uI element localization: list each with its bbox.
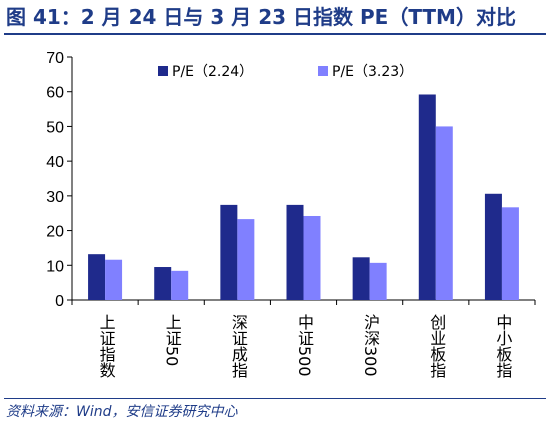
x-category-label: 创业板指 [427, 314, 446, 379]
source-divider [4, 398, 546, 399]
y-tick-label: 0 [55, 293, 64, 310]
x-category-label: 上证50 [163, 314, 182, 366]
legend-label: P/E（3.23） [332, 64, 413, 80]
y-tick-label: 10 [46, 258, 64, 275]
y-tick-label: 50 [46, 119, 64, 136]
x-category-label: 深证成指 [229, 314, 248, 379]
y-tick-label: 30 [46, 189, 64, 206]
y-tick-label: 60 [46, 85, 64, 102]
bar-pe-2-24 [154, 267, 172, 300]
bar-pe-2-24 [418, 94, 436, 301]
x-category-label: 中小板指 [493, 314, 512, 379]
legend-swatch [158, 66, 168, 76]
bar-pe-2-24 [484, 193, 502, 300]
bar-pe-2-24 [220, 204, 238, 300]
bar-pe-3-23 [303, 215, 321, 300]
x-category-label: 中证500 [295, 314, 314, 377]
bar-pe-3-23 [435, 126, 453, 300]
source-note: 资料来源：Wind，安信证券研究中心 [6, 404, 238, 420]
y-tick-label: 20 [46, 224, 64, 241]
bar-pe-3-23 [501, 207, 519, 300]
bar-chart: 0 10 20 30 40 50 60 70 上证指数 上证50 深证成指 中证500 沪深300 创业板… [46, 50, 536, 379]
legend-label: P/E（2.24） [172, 64, 253, 80]
bar-pe-3-23 [237, 219, 255, 300]
bar-pe-2-24 [286, 204, 304, 300]
title-divider [4, 33, 546, 35]
x-category-label: 沪深300 [361, 314, 380, 377]
bar-pe-3-23 [171, 270, 189, 300]
y-tick-label: 40 [46, 154, 64, 171]
x-category-label: 上证指数 [97, 314, 116, 378]
chart-title: 图 41：2 月 24 日与 3 月 23 日指数 PE（TTM）对比 [6, 5, 516, 29]
y-tick-label: 70 [46, 50, 64, 67]
bar-pe-3-23 [369, 262, 387, 300]
bar-pe-3-23 [105, 259, 123, 300]
bar-pe-2-24 [88, 254, 106, 300]
bar-pe-2-24 [352, 257, 370, 300]
legend-swatch [318, 66, 328, 76]
